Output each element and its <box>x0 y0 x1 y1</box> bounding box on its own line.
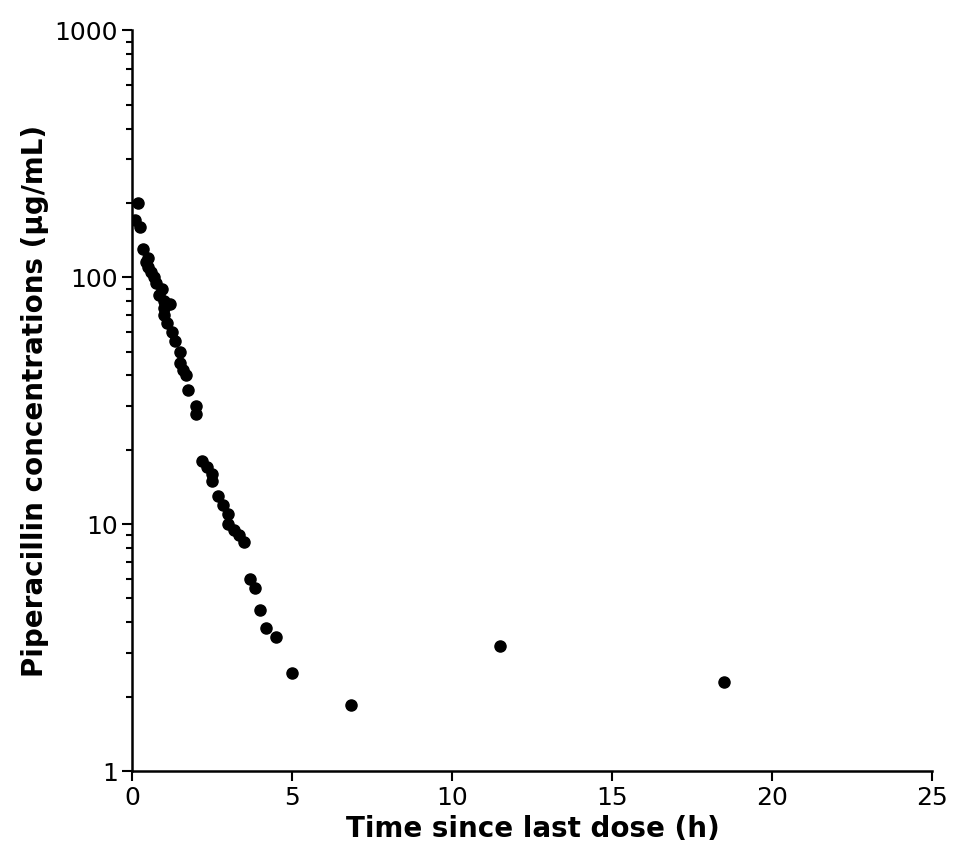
Point <box>154 282 170 295</box>
Point <box>221 507 236 521</box>
Point <box>215 498 231 511</box>
Point <box>178 369 194 383</box>
Point <box>204 473 220 487</box>
Point <box>247 581 263 595</box>
Point <box>159 316 174 330</box>
X-axis label: Time since last dose (h): Time since last dose (h) <box>346 815 719 843</box>
Point <box>143 265 159 279</box>
Point <box>268 630 284 644</box>
Point <box>157 302 172 315</box>
Point <box>236 535 252 549</box>
Point <box>141 251 156 264</box>
Point <box>162 297 177 311</box>
Point <box>258 621 273 635</box>
Point <box>165 325 180 339</box>
Point <box>180 383 196 397</box>
Point <box>717 675 733 689</box>
Point <box>210 489 226 503</box>
Point <box>141 260 156 274</box>
Point <box>127 213 142 227</box>
Point <box>175 364 191 378</box>
Point <box>343 698 359 712</box>
Y-axis label: Piperacillin concentrations (μg/mL): Piperacillin concentrations (μg/mL) <box>20 124 48 677</box>
Point <box>172 345 188 359</box>
Point <box>168 334 183 348</box>
Point <box>253 603 268 617</box>
Point <box>157 308 172 322</box>
Point <box>285 666 300 680</box>
Point <box>242 572 258 586</box>
Point <box>157 295 172 308</box>
Point <box>204 467 220 480</box>
Point <box>130 196 145 210</box>
Point <box>189 399 204 413</box>
Point <box>200 461 215 474</box>
Point <box>232 529 247 543</box>
Point <box>194 454 209 468</box>
Point <box>148 276 164 289</box>
Point <box>133 220 148 234</box>
Point <box>146 270 162 284</box>
Point <box>226 523 241 537</box>
Point <box>172 356 188 370</box>
Point <box>151 288 167 302</box>
Point <box>492 639 508 653</box>
Point <box>189 407 204 421</box>
Point <box>221 518 236 531</box>
Point <box>139 256 154 270</box>
Point <box>136 242 151 256</box>
